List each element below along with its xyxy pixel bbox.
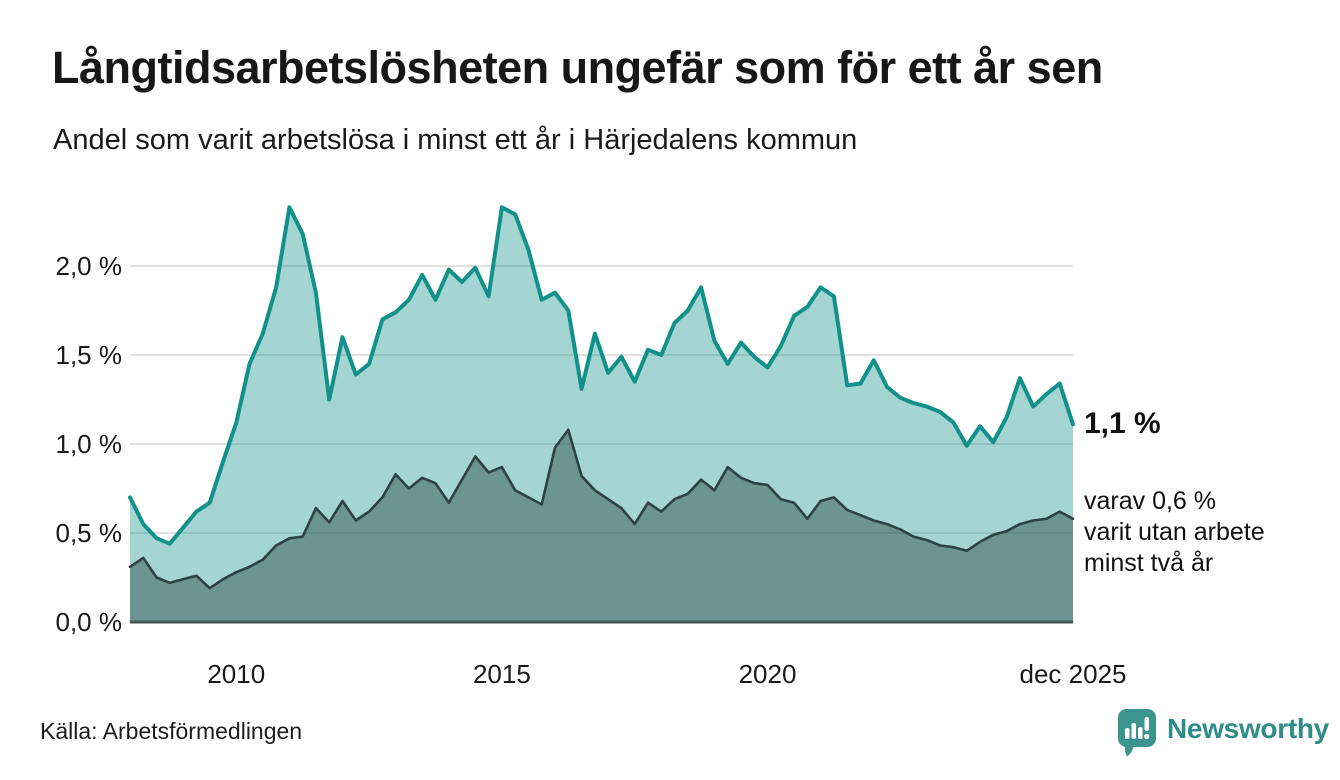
x-tick-label: 2010 <box>207 659 266 689</box>
annotation-line: varit utan arbete <box>1084 518 1265 546</box>
annotation-line: minst två år <box>1084 549 1214 577</box>
annotation-line: varav 0,6 % <box>1084 487 1217 515</box>
chart-subtitle: Andel som varit arbetslösa i minst ett å… <box>53 124 858 156</box>
y-tick-label: 1,0 % <box>55 429 123 459</box>
latest-subvalue-label: varav 0,6 % varit utan arbete minst två år <box>1084 486 1265 579</box>
source-credit: Källa: Arbetsförmedlingen <box>40 718 303 744</box>
series-1yr-area <box>130 207 1073 623</box>
page-title: Långtidsarbetslösheten ungefär som för e… <box>52 42 1103 93</box>
y-tick-label: 2,0 % <box>55 251 123 281</box>
newsworthy-logo-icon <box>1118 709 1156 757</box>
y-tick-label: 0,5 % <box>55 518 123 548</box>
y-tick-label: 0,0 % <box>55 607 123 637</box>
series-2yr-area <box>130 429 1073 622</box>
x-tick-label: dec 2025 <box>1019 659 1127 689</box>
y-tick-label: 1,5 % <box>55 340 123 370</box>
series-1yr-line <box>128 205 1075 546</box>
latest-value-label: 1,1 % <box>1084 407 1161 440</box>
x-tick-label: 2020 <box>738 659 797 689</box>
series-2yr-line <box>128 428 1075 590</box>
x-tick-label: 2015 <box>472 659 531 689</box>
newsworthy-wordmark: Newsworthy <box>1167 713 1329 744</box>
newsworthy-logo: Newsworthy <box>1117 708 1329 757</box>
